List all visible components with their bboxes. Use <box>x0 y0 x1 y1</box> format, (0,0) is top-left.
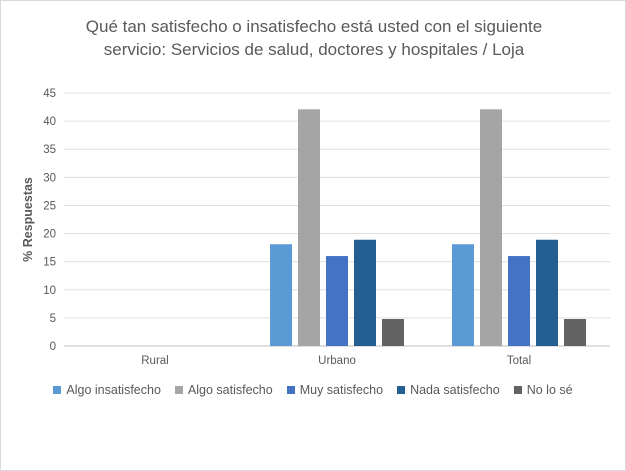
y-axis-label: % Respuestas <box>21 177 35 262</box>
legend-swatch <box>513 386 522 394</box>
chart-title-line-2: servicio: Servicios de salud, doctores y… <box>103 40 525 59</box>
legend-label: Nada satisfecho <box>410 383 500 397</box>
bar-total-2 <box>480 109 502 346</box>
legend-label: No lo sé <box>526 383 573 397</box>
bar-urbano-4 <box>354 239 376 346</box>
bar-total-5 <box>564 319 586 346</box>
bar-urbano-3 <box>326 256 348 346</box>
bar-urbano-2 <box>298 109 320 346</box>
x-tick-label: Total <box>507 355 531 367</box>
bar-urbano-1 <box>270 244 292 346</box>
legend-label: Muy satisfecho <box>299 383 384 397</box>
legend-item: Algo insatisfecho <box>53 383 161 397</box>
bar-total-4 <box>536 239 558 346</box>
y-tick-label: 30 <box>43 172 56 184</box>
chart-title-line-1: Qué tan satisfecho o insatisfecho está u… <box>85 17 543 36</box>
chart-title: Qué tan satisfecho o insatisfecho está u… <box>41 15 587 61</box>
legend-item: Muy satisfecho <box>286 383 384 397</box>
legend-label: Algo insatisfecho <box>66 383 161 397</box>
legend-swatch <box>286 386 295 394</box>
y-tick-label: 35 <box>43 144 56 156</box>
y-tick-label: 25 <box>43 200 56 212</box>
x-tick-label: Rural <box>141 355 168 367</box>
legend-item: Algo satisfecho <box>174 383 273 397</box>
y-tick-label: 10 <box>43 285 56 297</box>
y-tick-label: 45 <box>43 88 56 100</box>
y-tick-label: 5 <box>50 313 56 325</box>
legend-item: Nada satisfecho <box>397 383 500 397</box>
legend-label: Algo satisfecho <box>187 383 273 397</box>
x-tick-label: Urbano <box>318 355 356 367</box>
legend-item: No lo sé <box>513 383 573 397</box>
y-tick-label: 40 <box>43 116 56 128</box>
legend-swatch <box>53 386 62 394</box>
y-tick-label: 15 <box>43 257 56 269</box>
legend-swatch <box>397 386 406 394</box>
legend-swatch <box>174 386 183 394</box>
chart-legend: Algo insatisfecho Algo satisfecho Muy sati… <box>40 383 586 397</box>
y-tick-label: 0 <box>50 341 56 353</box>
bar-urbano-5 <box>382 319 404 346</box>
bar-total-3 <box>508 256 530 346</box>
y-tick-label: 20 <box>43 229 56 241</box>
bar-total-1 <box>452 244 474 346</box>
